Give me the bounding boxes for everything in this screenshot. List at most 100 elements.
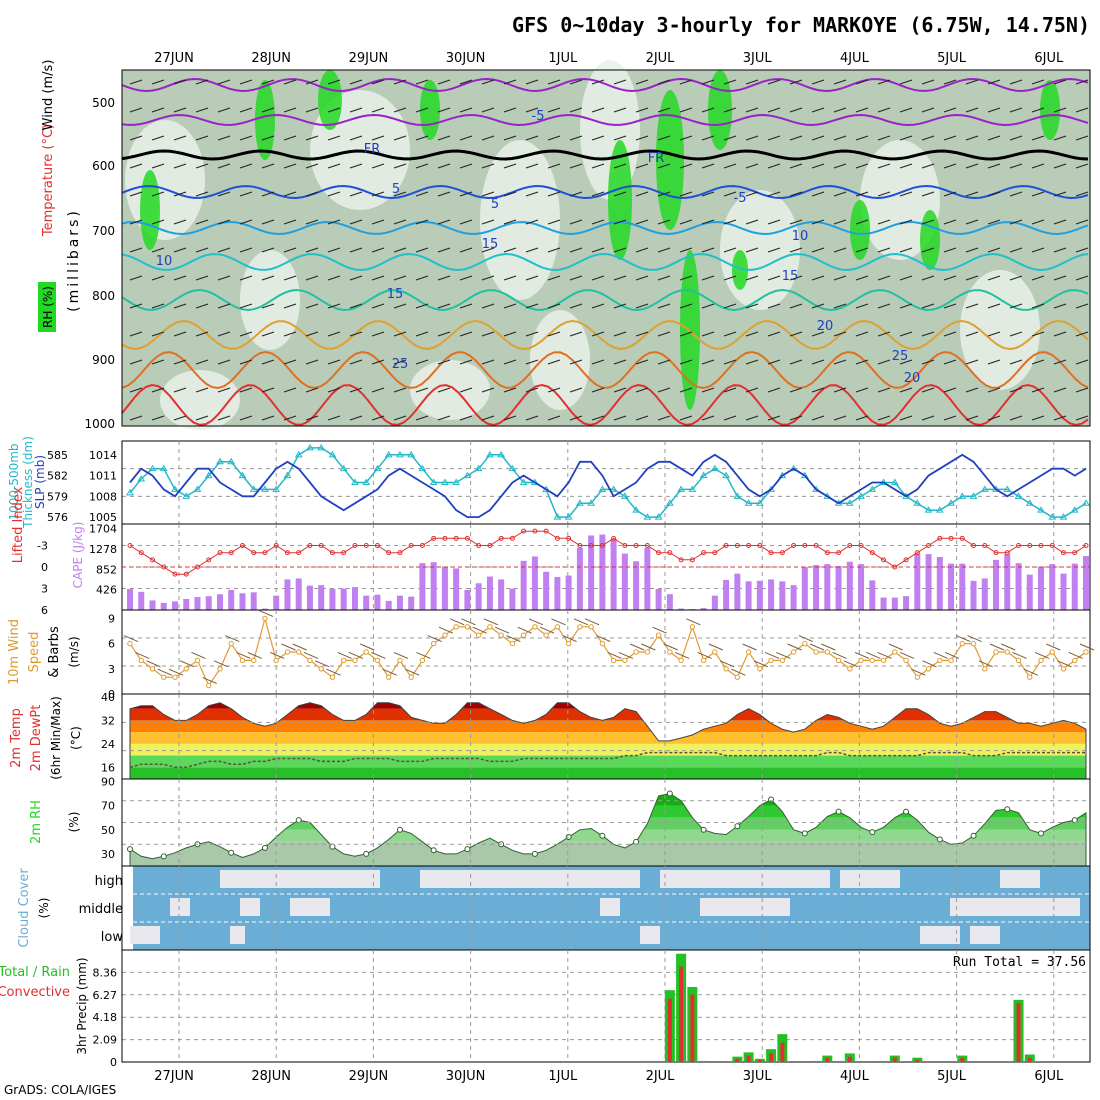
wind-barb — [481, 163, 495, 169]
wind-barb-10m — [236, 651, 251, 659]
thickness-point — [463, 471, 472, 479]
wind-barb — [547, 191, 561, 197]
wind-barb — [767, 191, 781, 197]
cape-bar — [554, 577, 561, 610]
wind-barb — [1009, 191, 1023, 197]
wind-barb — [327, 303, 341, 309]
cape-bar — [813, 565, 820, 610]
rh-band — [130, 841, 1086, 866]
wind-barb-10m — [584, 618, 600, 626]
wind-barb — [657, 415, 671, 421]
wind-barb — [833, 275, 847, 281]
date-label-bottom: 27JUN — [154, 1069, 194, 1084]
thickness-point — [193, 485, 202, 492]
wind-barb — [987, 219, 1001, 225]
wind-barb — [965, 359, 979, 365]
rh-point — [396, 826, 403, 833]
wind-barb-10m — [359, 643, 375, 651]
wind-barb — [459, 331, 473, 337]
wind-barb — [1009, 135, 1023, 141]
wind-barb — [657, 107, 671, 113]
li-point — [723, 543, 729, 548]
wind-barb — [1053, 275, 1067, 281]
cape-bar — [250, 592, 257, 610]
wind-barb — [679, 107, 693, 113]
wind-barb — [393, 135, 407, 141]
li-point — [251, 550, 257, 556]
wind-barb — [415, 219, 429, 225]
cape-bar — [1026, 574, 1033, 610]
li-point — [644, 543, 650, 548]
li-point — [374, 543, 380, 548]
cloud-level-label: low — [101, 930, 124, 945]
wind-barb — [173, 415, 187, 421]
wind-barb — [261, 163, 275, 169]
wind-barb — [415, 135, 429, 141]
thickness-point — [699, 471, 708, 479]
wind-barb — [877, 359, 891, 365]
wind-barb — [811, 415, 825, 421]
cape-bar — [801, 567, 808, 610]
wind-barb-10m — [854, 651, 870, 659]
thickness-tick: 585 — [47, 449, 68, 462]
cape-bar — [509, 588, 516, 610]
cape-bar — [891, 597, 898, 610]
cape-bar — [261, 608, 268, 610]
wind-barb-10m — [776, 651, 791, 659]
cape-bar — [880, 597, 887, 610]
cape-bar — [588, 535, 595, 610]
wind-barb — [635, 415, 649, 421]
contour-label: 10 — [792, 229, 809, 244]
wind-barb — [525, 135, 539, 141]
wind-barb — [855, 415, 869, 421]
wind-barb-10m — [652, 626, 667, 634]
cloud-clear-gap — [950, 898, 1080, 916]
li-point — [532, 528, 538, 534]
cape-bar — [756, 580, 763, 610]
thickness-point — [261, 485, 269, 492]
precip-convective-bar — [735, 1058, 740, 1062]
wind-barb — [657, 387, 671, 393]
wind-speed-point — [712, 649, 718, 655]
wind-barb — [481, 275, 495, 281]
wind-barb — [921, 387, 935, 393]
li-point — [1083, 543, 1089, 548]
wind-barb — [745, 275, 759, 281]
wind-barb — [349, 387, 363, 393]
wind-barb — [239, 415, 253, 421]
thickness-point — [722, 471, 730, 479]
wind-speed-point — [813, 649, 819, 655]
li-point — [959, 535, 965, 541]
thickness-point — [913, 499, 922, 506]
wind-barb — [1009, 359, 1023, 365]
wind-speed-point — [194, 657, 201, 664]
cape-bar — [970, 580, 977, 610]
wind-barb — [481, 387, 495, 393]
li-point — [678, 557, 684, 563]
wind-barb — [547, 331, 561, 337]
wind-speed-point — [543, 632, 549, 638]
cape-bar — [1060, 573, 1067, 610]
wind-barb — [459, 303, 473, 309]
wind-barb — [129, 163, 143, 169]
cape-bar — [903, 596, 910, 610]
precip-convective-bar — [825, 1057, 830, 1062]
wind-barb — [547, 79, 561, 85]
thickness-point — [643, 513, 652, 520]
wind-barb — [921, 191, 935, 197]
wind-barb — [217, 79, 231, 85]
cape-bar — [621, 553, 628, 610]
precip-total-bar — [811, 1060, 822, 1062]
cape-tick: 1278 — [89, 543, 117, 556]
wind-barb — [151, 387, 165, 393]
wind-barb — [855, 247, 869, 253]
wind-barb — [195, 135, 209, 141]
wind-barb — [921, 163, 935, 169]
wind-barb — [217, 107, 231, 113]
wind-barb-10m — [899, 651, 915, 659]
wind-barb — [767, 247, 781, 253]
wind-barb-10m — [135, 651, 150, 659]
wind-barb — [767, 107, 781, 113]
wind-barb — [481, 191, 495, 197]
